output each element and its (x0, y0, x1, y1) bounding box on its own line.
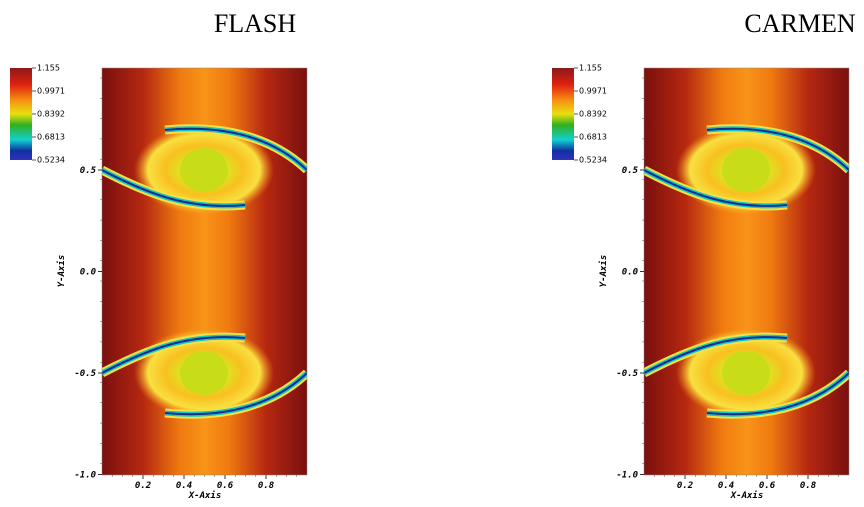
colorbar-label: 0.5234 (579, 156, 607, 165)
shear-band (102, 336, 246, 374)
colorbar (552, 68, 574, 160)
y-tick-label: -0.5 (616, 369, 638, 379)
colorbar-label: 0.6813 (579, 133, 607, 142)
colorbar-label: 0.8392 (37, 110, 65, 119)
y-tick-label: 0.5 (80, 166, 97, 176)
colorbar-label: 0.8392 (579, 110, 607, 119)
panel-title: CARMEN (744, 9, 855, 38)
x-tick-label: 0.8 (800, 481, 816, 491)
colorbar-label: 0.9971 (37, 87, 65, 96)
x-axis-label: X-Axis (188, 490, 222, 501)
colorbar-label: 0.5234 (37, 156, 65, 165)
field (102, 68, 307, 475)
y-tick-label: -1.0 (74, 471, 96, 481)
y-tick-label: -0.5 (74, 369, 96, 379)
vortex-core (722, 351, 770, 395)
shear-band (706, 372, 849, 416)
x-tick-label: 0.8 (258, 481, 274, 491)
colorbar-label: 1.155 (579, 64, 602, 73)
y-axis-label: Y-Axis (56, 255, 67, 288)
shear-band (102, 169, 246, 207)
panel-title: FLASH (214, 9, 297, 38)
shear-band (164, 127, 307, 171)
colorbar-label: 0.6813 (37, 133, 65, 142)
x-tick-label: 0.4 (718, 481, 734, 491)
vortex-core (722, 148, 770, 192)
y-tick-label: 0.0 (80, 268, 97, 278)
colorbar-label: 1.155 (37, 64, 60, 73)
panel: 1.155 0.9971 0.8392 0.6813 0.5234 0.5 0.0 -0.5 -… (552, 64, 850, 501)
y-tick-label: 0.0 (622, 268, 639, 278)
colorbar (10, 68, 32, 160)
field (644, 68, 849, 475)
shear-band (644, 169, 788, 207)
colorbar-label: 0.9971 (579, 87, 607, 96)
x-tick-label: 0.2 (677, 481, 693, 491)
x-tick-label: 0.4 (176, 481, 192, 491)
vortex-core (180, 351, 228, 395)
panel: 1.155 0.9971 0.8392 0.6813 0.5234 0.5 0.0 -0.5 -… (10, 64, 308, 501)
y-tick-label: 0.5 (622, 166, 639, 176)
x-tick-label: 0.6 (759, 481, 776, 491)
x-tick-label: 0.6 (217, 481, 234, 491)
x-axis-label: X-Axis (730, 490, 764, 501)
shear-band (164, 372, 307, 416)
vortex-core (180, 148, 228, 192)
shear-band (644, 336, 788, 374)
x-tick-label: 0.2 (135, 481, 151, 491)
y-tick-label: -1.0 (616, 471, 638, 481)
shear-band (706, 127, 849, 171)
y-axis-label: Y-Axis (598, 255, 609, 288)
